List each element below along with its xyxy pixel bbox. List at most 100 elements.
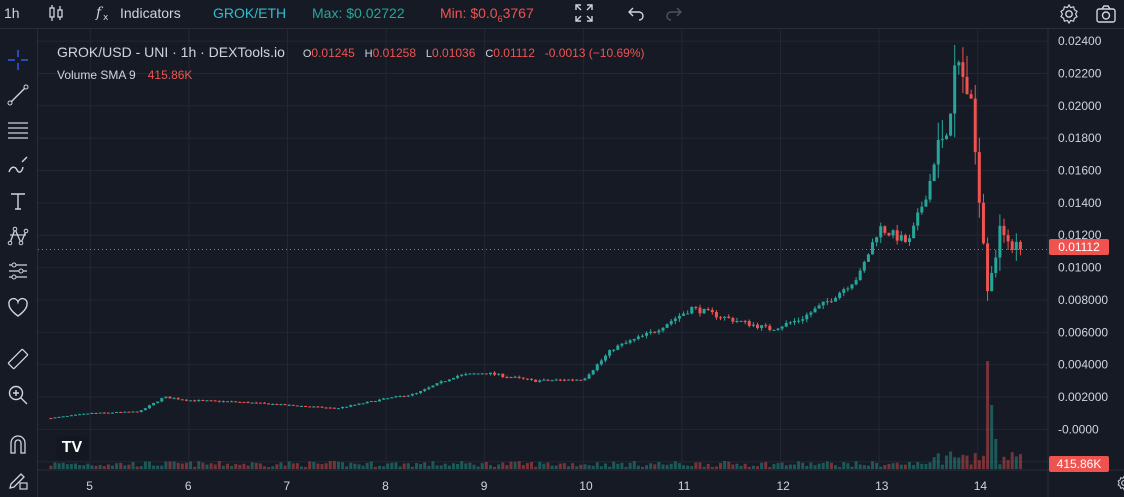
candle-body xyxy=(817,305,821,309)
candle-body xyxy=(727,316,731,319)
volume-bar xyxy=(694,462,698,469)
volume-bar xyxy=(916,462,920,469)
volume-bar xyxy=(521,465,525,469)
fullscreen-icon[interactable] xyxy=(574,3,594,28)
volume-bar xyxy=(875,462,879,469)
interval-selector[interactable]: 1h xyxy=(4,5,20,21)
candle-body xyxy=(127,411,131,413)
candle-body xyxy=(784,323,788,327)
price-tick-label: 0.02400 xyxy=(1058,34,1102,48)
volume-bar xyxy=(119,462,123,469)
pencil-lock-icon[interactable] xyxy=(5,467,31,493)
text-icon[interactable] xyxy=(5,188,31,214)
symbol-title[interactable]: GROK/USD - UNI · 1h · DEXTools.io xyxy=(57,44,285,60)
price-chart[interactable]: 0.02400 0.02200 0.02000 0.01800 0.01600 0.014… xyxy=(38,29,1124,497)
candle-body xyxy=(246,401,250,403)
zoom-in-icon[interactable] xyxy=(5,382,31,408)
candle-body xyxy=(398,396,402,398)
volume-bar xyxy=(254,462,258,469)
pair-label[interactable]: GROK/ETH xyxy=(213,5,287,21)
volume-bar xyxy=(821,462,825,469)
volume-bar xyxy=(977,460,981,469)
volume-label[interactable]: Volume SMA 9 xyxy=(57,68,136,82)
volume-bar xyxy=(279,462,283,469)
candle-body xyxy=(702,308,706,314)
candle-body xyxy=(653,331,657,333)
pattern-icon[interactable] xyxy=(5,223,31,249)
candle-type-icon[interactable] xyxy=(46,3,66,28)
candle-body xyxy=(320,406,324,408)
trend-line-icon[interactable] xyxy=(5,82,31,108)
prediction-icon[interactable] xyxy=(5,258,31,284)
magnet-icon[interactable] xyxy=(5,431,31,457)
volume-bar xyxy=(990,405,994,469)
candle-body xyxy=(567,379,571,381)
volume-bar xyxy=(110,465,114,469)
chart-settings-gear-icon[interactable] xyxy=(1116,475,1124,496)
price-tick-label: 0.01800 xyxy=(1058,131,1102,145)
candle-body xyxy=(928,180,932,200)
candle-body xyxy=(513,376,517,378)
volume-bar xyxy=(250,462,254,469)
volume-bar xyxy=(267,466,271,469)
volume-bar xyxy=(168,461,172,469)
candle-body xyxy=(135,411,139,413)
indicators-button[interactable]: Indicators xyxy=(120,5,181,21)
candle-body xyxy=(842,289,846,293)
volume-bar xyxy=(550,465,554,469)
volume-bar xyxy=(739,465,743,469)
volume-bar xyxy=(842,462,846,469)
tradingview-logo[interactable]: TV xyxy=(56,436,88,460)
volume-bar xyxy=(912,464,916,469)
candle-body xyxy=(201,400,205,402)
volume-bar xyxy=(410,466,414,469)
candle-body xyxy=(624,342,628,344)
volume-bar xyxy=(706,463,710,469)
candle-body xyxy=(677,315,681,319)
chart-area[interactable]: 0.02400 0.02200 0.02000 0.01800 0.01600 0.014… xyxy=(38,29,1124,497)
candle-body xyxy=(172,398,176,400)
volume-bar xyxy=(517,461,521,469)
undo-icon[interactable] xyxy=(626,3,646,28)
ruler-icon[interactable] xyxy=(5,346,31,372)
candle-body xyxy=(969,94,973,99)
volume-bar xyxy=(205,464,209,469)
candle-body xyxy=(723,316,727,318)
candle-body xyxy=(944,135,948,140)
volume-bar xyxy=(936,453,940,469)
volume-bar xyxy=(135,466,139,469)
candle-body xyxy=(579,379,583,381)
candle-body xyxy=(665,324,669,328)
time-tick-label: 6 xyxy=(185,479,192,493)
volume-bar xyxy=(394,462,398,469)
volume-bar xyxy=(698,462,702,469)
candle-body xyxy=(994,257,998,274)
volume-bar xyxy=(534,466,538,469)
volume-bar xyxy=(981,455,985,469)
fib-icon[interactable] xyxy=(5,117,31,143)
candle-body xyxy=(406,395,410,397)
crosshair-icon[interactable] xyxy=(5,47,31,73)
camera-icon[interactable] xyxy=(1095,3,1117,30)
candle-body xyxy=(825,301,829,303)
volume-bar xyxy=(156,465,160,469)
time-tick-label: 8 xyxy=(382,479,389,493)
brush-icon[interactable] xyxy=(5,152,31,178)
volume-bar xyxy=(295,463,299,469)
heart-icon[interactable] xyxy=(5,295,31,321)
candle-body xyxy=(476,373,480,375)
redo-icon[interactable] xyxy=(664,3,684,28)
candle-body xyxy=(866,254,870,262)
volume-value: 415.86K xyxy=(147,68,193,82)
candle-body xyxy=(899,235,903,241)
candle-body xyxy=(669,321,673,325)
volume-bar xyxy=(172,461,176,469)
volume-bar xyxy=(747,466,751,469)
volume-bar xyxy=(230,465,234,469)
settings-gear-icon[interactable] xyxy=(1058,3,1080,30)
volume-bar xyxy=(406,463,410,469)
volume-bar xyxy=(460,461,464,469)
candle-body xyxy=(1010,241,1014,250)
volume-bar xyxy=(217,461,221,469)
